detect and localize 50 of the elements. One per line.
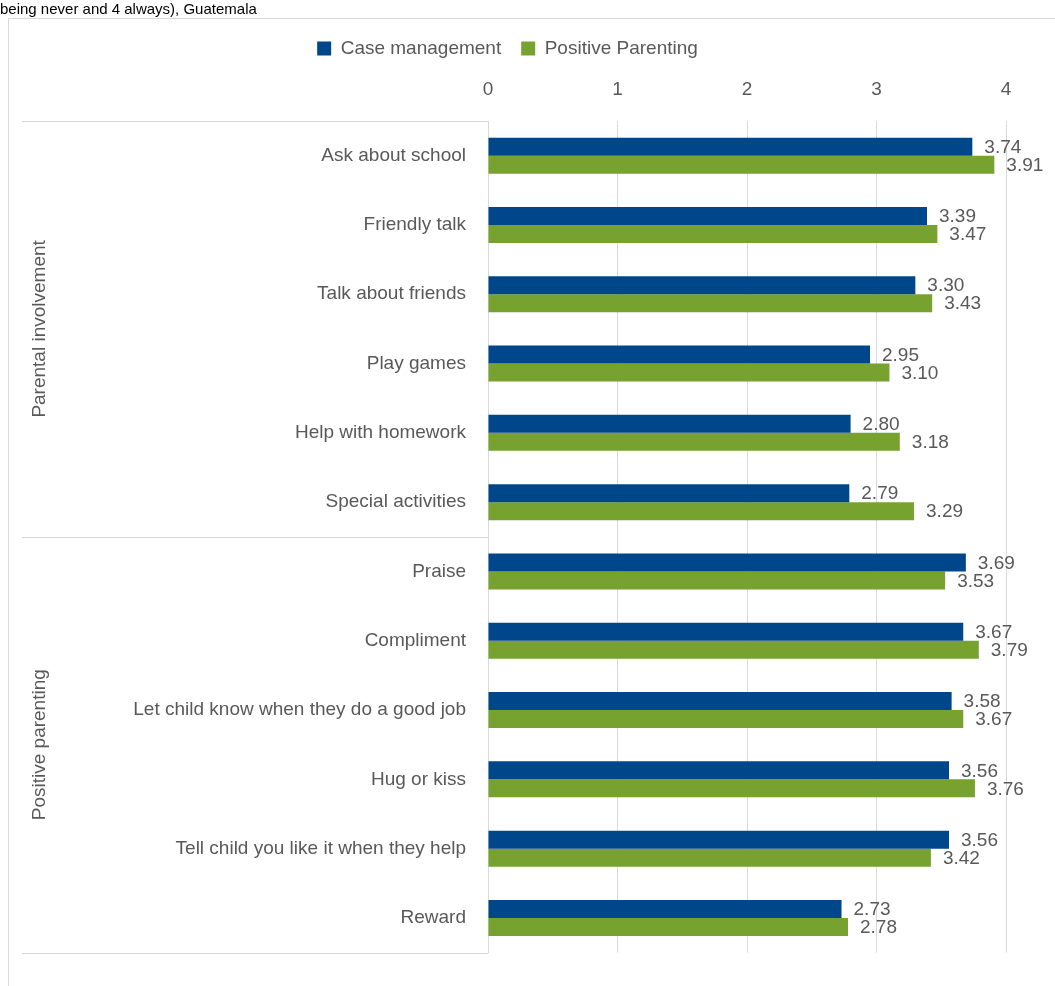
y-tick-label: Reward xyxy=(400,906,466,928)
text: Positive parenting xyxy=(28,669,50,821)
bar xyxy=(488,432,900,451)
bar xyxy=(488,571,946,590)
x-tick-label: 3 xyxy=(871,77,882,99)
y-tick-label: Let child know when they do a good job xyxy=(133,698,466,720)
bar xyxy=(488,206,928,225)
bar xyxy=(488,710,964,729)
bar xyxy=(488,553,966,572)
bar xyxy=(488,137,973,156)
bar xyxy=(488,484,850,503)
bar xyxy=(488,294,933,313)
y-tick-label: Play games xyxy=(366,351,466,373)
bar xyxy=(488,848,931,867)
bar xyxy=(488,899,842,918)
bar xyxy=(488,276,916,295)
y-tick-label: Ask about school xyxy=(321,143,466,165)
y-tick-label: Friendly talk xyxy=(363,213,467,235)
bar xyxy=(488,224,938,243)
y-tick-label: Compliment xyxy=(364,628,467,650)
data-label: 2.80 xyxy=(862,413,900,435)
bar xyxy=(488,761,950,780)
y-tick-label: Hug or kiss xyxy=(370,767,466,789)
y-tick-label: Help with homework xyxy=(294,421,467,443)
bar xyxy=(488,363,890,382)
bar xyxy=(488,155,995,174)
bar xyxy=(488,917,849,936)
x-tick-label: 1 xyxy=(612,77,623,99)
x-tick-label: 2 xyxy=(741,77,753,99)
bar xyxy=(488,640,979,659)
y-tick-label: Praise xyxy=(412,559,466,581)
y-tick-label: Tell child you like it when they help xyxy=(175,836,466,858)
bar xyxy=(488,779,975,798)
bar xyxy=(488,414,851,433)
x-tick-label: 0 xyxy=(482,77,494,99)
y-tick-label: Special activities xyxy=(325,490,466,512)
bar xyxy=(488,692,952,711)
legend-label: Case management xyxy=(340,36,502,58)
bar xyxy=(488,622,964,641)
data-label: 3.29 xyxy=(926,500,964,522)
legend-label: Positive Parenting xyxy=(544,36,698,58)
text: being never and 4 always), Guatemala xyxy=(0,0,257,18)
data-label: 2.79 xyxy=(861,482,899,504)
y-tick-label: Talk about friends xyxy=(317,282,466,304)
bar xyxy=(488,345,871,364)
data-label: 3.18 xyxy=(911,431,949,453)
bar xyxy=(488,830,950,849)
text: Parental involvement xyxy=(28,239,50,418)
x-tick-label: 4 xyxy=(1000,77,1012,99)
bar xyxy=(488,502,915,521)
